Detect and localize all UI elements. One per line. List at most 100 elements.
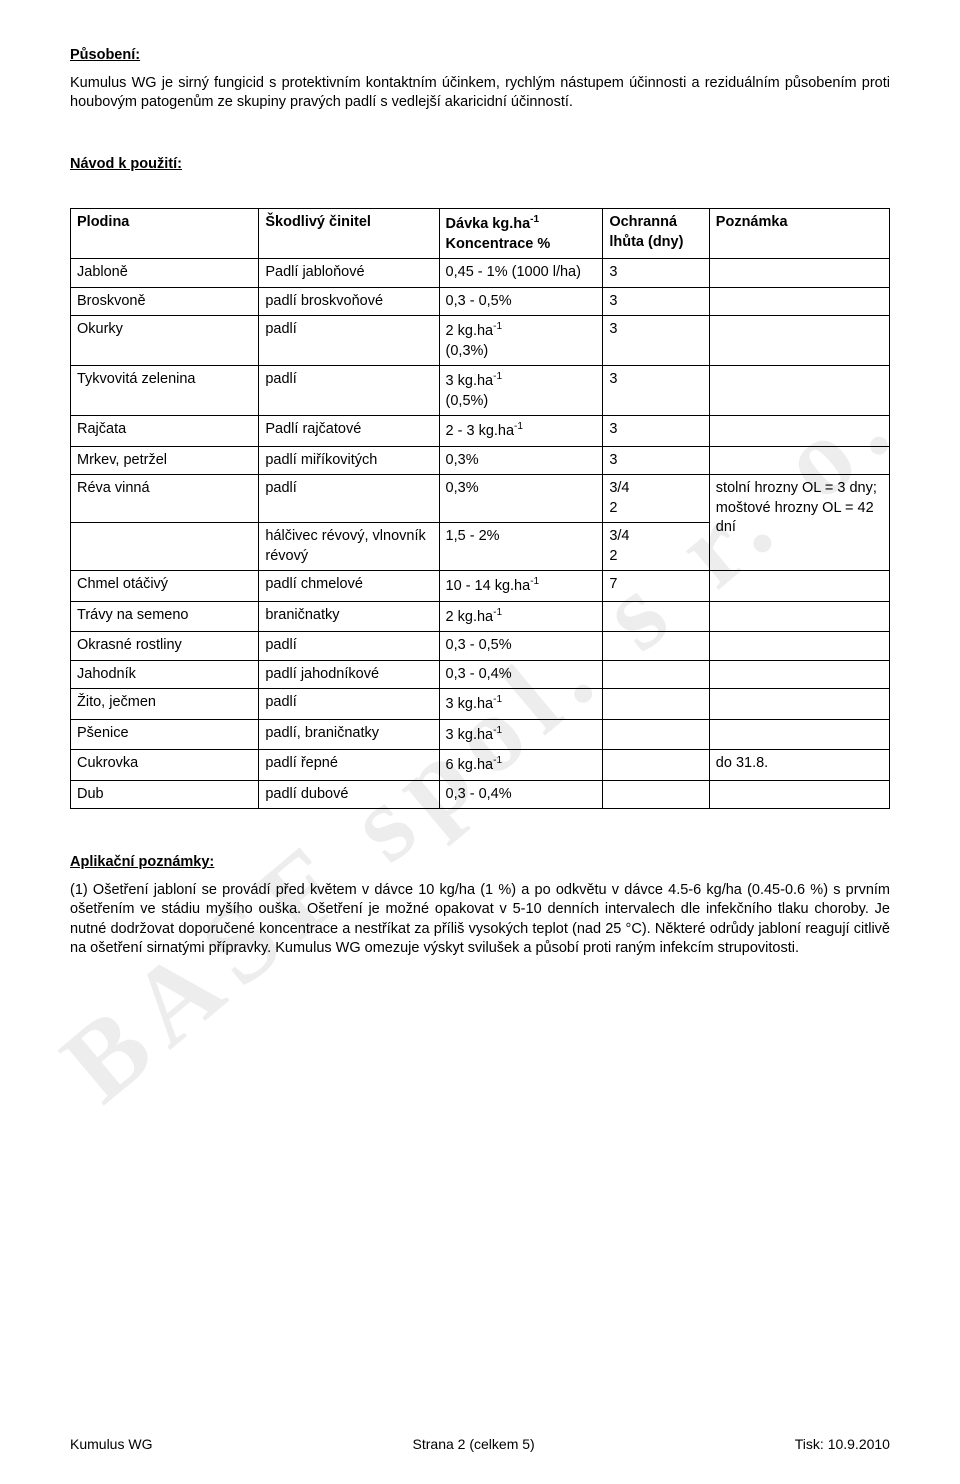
cell-note — [709, 366, 889, 416]
table-row: Mrkev, petrželpadlí miříkovitých0,3%3 — [71, 446, 890, 475]
cell-pest: padlí dubové — [259, 780, 439, 809]
cell-ol: 7 — [603, 571, 709, 601]
cell-ol: 3 — [603, 416, 709, 446]
cell-ol — [603, 750, 709, 780]
cell-pest: padlí, braničnatky — [259, 719, 439, 749]
cell-note — [709, 719, 889, 749]
table-row: Chmel otáčivýpadlí chmelové10 - 14 kg.ha… — [71, 571, 890, 601]
cell-note — [709, 446, 889, 475]
table-header-row: Plodina Škodlivý činitel Dávka kg.ha-1 K… — [71, 209, 890, 259]
cell-crop: Žito, ječmen — [71, 689, 259, 719]
cell-note — [709, 416, 889, 446]
table-row: Okrasné rostlinypadlí0,3 - 0,5% — [71, 632, 890, 661]
cell-dose: 0,45 - 1% (1000 l/ha) — [439, 259, 603, 288]
cell-pest: padlí — [259, 316, 439, 366]
cell-dose: 0,3 - 0,4% — [439, 780, 603, 809]
cell-note — [709, 689, 889, 719]
cell-pest: padlí — [259, 366, 439, 416]
cell-pest: braničnatky — [259, 601, 439, 631]
th-dose: Dávka kg.ha-1 Koncentrace % — [439, 209, 603, 259]
th-pest: Škodlivý činitel — [259, 209, 439, 259]
cell-note: do 31.8. — [709, 750, 889, 780]
cell-crop: Pšenice — [71, 719, 259, 749]
cell-note — [709, 571, 889, 601]
cell-pest: padlí chmelové — [259, 571, 439, 601]
table-row: Réva vinnápadlí0,3%3/42stolní hrozny OL … — [71, 475, 890, 523]
cell-ol — [603, 689, 709, 719]
cell-note — [709, 287, 889, 316]
cell-crop: Tykvovitá zelenina — [71, 366, 259, 416]
cell-crop: Jabloně — [71, 259, 259, 288]
cell-dose: 0,3 - 0,5% — [439, 287, 603, 316]
cell-crop: Cukrovka — [71, 750, 259, 780]
cell-dose: 3 kg.ha-1 — [439, 689, 603, 719]
cell-note — [709, 601, 889, 631]
table-row: Pšenicepadlí, braničnatky3 kg.ha-1 — [71, 719, 890, 749]
cell-ol: 3 — [603, 316, 709, 366]
cell-ol — [603, 780, 709, 809]
cell-crop: Dub — [71, 780, 259, 809]
cell-crop: Réva vinná — [71, 475, 259, 523]
cell-ol: 3 — [603, 259, 709, 288]
cell-crop: Mrkev, petržel — [71, 446, 259, 475]
th-dose-line2: Koncentrace % — [446, 236, 551, 252]
table-row: Cukrovkapadlí řepné6 kg.ha-1 do 31.8. — [71, 750, 890, 780]
cell-pest: hálčivec révový, vlnovník révový — [259, 523, 439, 571]
section-notes-paragraph: (1) Ošetření jabloní se provádí před kvě… — [70, 881, 890, 959]
usage-table: Plodina Škodlivý činitel Dávka kg.ha-1 K… — [70, 208, 890, 809]
table-row: Broskvoněpadlí broskvoňové0,3 - 0,5%3 — [71, 287, 890, 316]
cell-pest: padlí — [259, 689, 439, 719]
cell-ol — [603, 601, 709, 631]
th-crop: Plodina — [71, 209, 259, 259]
cell-dose: 0,3 - 0,4% — [439, 660, 603, 689]
cell-ol: 3 — [603, 287, 709, 316]
cell-dose: 0,3% — [439, 475, 603, 523]
cell-dose: 3 kg.ha-1(0,5%) — [439, 366, 603, 416]
table-row: Tykvovitá zeleninapadlí3 kg.ha-1(0,5%)3 — [71, 366, 890, 416]
page-footer: Kumulus WG Strana 2 (celkem 5) Tisk: 10.… — [70, 1435, 890, 1454]
cell-note — [709, 780, 889, 809]
cell-ol: 3/42 — [603, 523, 709, 571]
cell-dose: 2 kg.ha-1(0,3%) — [439, 316, 603, 366]
cell-crop: Jahodník — [71, 660, 259, 689]
cell-dose: 6 kg.ha-1 — [439, 750, 603, 780]
th-ol: Ochranná lhůta (dny) — [603, 209, 709, 259]
section-usage-title: Návod k použití: — [70, 155, 890, 175]
cell-crop: Okrasné rostliny — [71, 632, 259, 661]
cell-note — [709, 316, 889, 366]
cell-ol: 3/42 — [603, 475, 709, 523]
cell-note — [709, 259, 889, 288]
cell-pest: padlí jahodníkové — [259, 660, 439, 689]
cell-ol — [603, 632, 709, 661]
cell-crop: Rajčata — [71, 416, 259, 446]
cell-ol: 3 — [603, 366, 709, 416]
footer-left: Kumulus WG — [70, 1435, 152, 1454]
cell-dose: 1,5 - 2% — [439, 523, 603, 571]
cell-crop: Broskvoně — [71, 287, 259, 316]
cell-ol — [603, 660, 709, 689]
th-note: Poznámka — [709, 209, 889, 259]
table-row: RajčataPadlí rajčatové2 - 3 kg.ha-13 — [71, 416, 890, 446]
cell-pest: padlí — [259, 632, 439, 661]
table-row: Trávy na semenobraničnatky2 kg.ha-1 — [71, 601, 890, 631]
table-row: Jahodníkpadlí jahodníkové0,3 - 0,4% — [71, 660, 890, 689]
section-effect-title: Působení: — [70, 46, 890, 66]
section-notes-title: Aplikační poznámky: — [70, 853, 890, 873]
cell-dose: 0,3 - 0,5% — [439, 632, 603, 661]
cell-note — [709, 632, 889, 661]
table-row: Žito, ječmenpadlí3 kg.ha-1 — [71, 689, 890, 719]
section-effect-paragraph: Kumulus WG je sirný fungicid s protektiv… — [70, 74, 890, 113]
cell-crop: Trávy na semeno — [71, 601, 259, 631]
cell-pest: padlí miříkovitých — [259, 446, 439, 475]
cell-pest: Padlí rajčatové — [259, 416, 439, 446]
th-dose-sup: -1 — [530, 214, 539, 225]
cell-crop: Chmel otáčivý — [71, 571, 259, 601]
cell-dose: 2 - 3 kg.ha-1 — [439, 416, 603, 446]
footer-right: Tisk: 10.9.2010 — [795, 1435, 890, 1454]
cell-ol: 3 — [603, 446, 709, 475]
cell-note: stolní hrozny OL = 3 dny; moštové hrozny… — [709, 475, 889, 571]
cell-pest: padlí — [259, 475, 439, 523]
cell-pest: padlí řepné — [259, 750, 439, 780]
cell-dose: 10 - 14 kg.ha-1 — [439, 571, 603, 601]
footer-center: Strana 2 (celkem 5) — [413, 1435, 535, 1454]
